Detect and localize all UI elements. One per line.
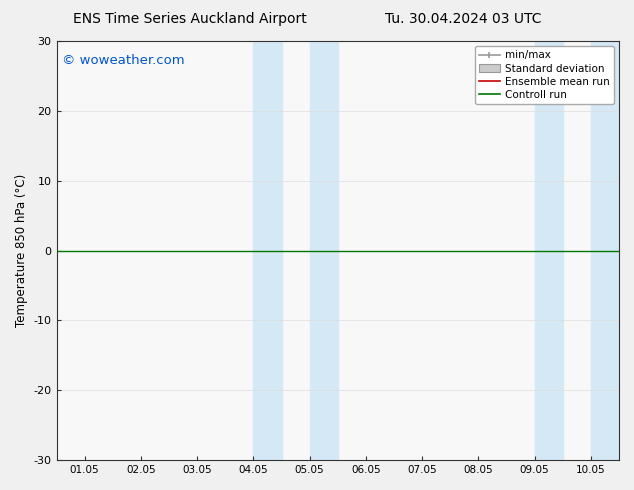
Legend: min/max, Standard deviation, Ensemble mean run, Controll run: min/max, Standard deviation, Ensemble me…	[475, 46, 614, 104]
Bar	[534, 41, 563, 460]
Bar	[309, 41, 338, 460]
Y-axis label: Temperature 850 hPa (°C): Temperature 850 hPa (°C)	[15, 174, 28, 327]
Bar	[591, 41, 619, 460]
Text: Tu. 30.04.2024 03 UTC: Tu. 30.04.2024 03 UTC	[385, 12, 541, 26]
Bar	[254, 41, 281, 460]
Text: ENS Time Series Auckland Airport: ENS Time Series Auckland Airport	[74, 12, 307, 26]
Text: © woweather.com: © woweather.com	[62, 53, 184, 67]
